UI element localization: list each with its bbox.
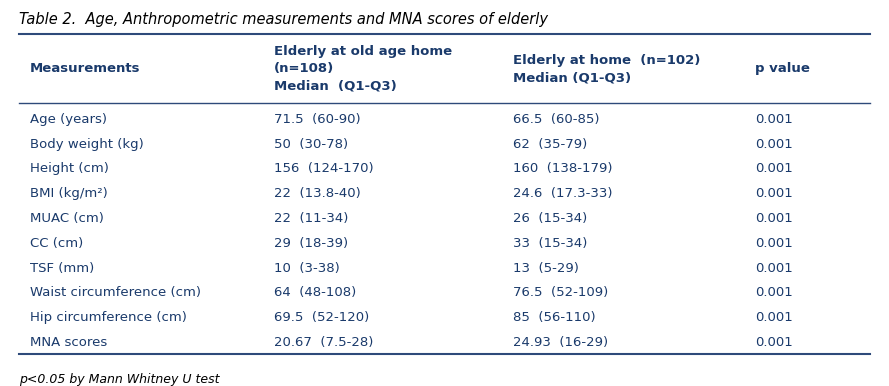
Text: Measurements: Measurements	[29, 62, 140, 75]
Text: 0.001: 0.001	[756, 286, 793, 299]
Text: Age (years): Age (years)	[29, 113, 107, 126]
Text: 22  (11-34): 22 (11-34)	[275, 212, 348, 225]
Text: 66.5  (60-85): 66.5 (60-85)	[513, 113, 599, 126]
Text: 10  (3-38): 10 (3-38)	[275, 262, 340, 274]
Text: 0.001: 0.001	[756, 262, 793, 274]
Text: 24.6  (17.3-33): 24.6 (17.3-33)	[513, 187, 612, 200]
Text: 62  (35-79): 62 (35-79)	[513, 138, 587, 151]
Text: 13  (5-29): 13 (5-29)	[513, 262, 579, 274]
Text: p<0.05 by Mann Whitney U test: p<0.05 by Mann Whitney U test	[19, 373, 220, 386]
Text: 71.5  (60-90): 71.5 (60-90)	[275, 113, 361, 126]
Text: Elderly at old age home
(n=108)
Median  (Q1-Q3): Elderly at old age home (n=108) Median (…	[275, 45, 453, 93]
Text: 22  (13.8-40): 22 (13.8-40)	[275, 187, 361, 200]
Text: 0.001: 0.001	[756, 187, 793, 200]
Text: p value: p value	[756, 62, 810, 75]
Text: Height (cm): Height (cm)	[29, 163, 108, 176]
Text: 20.67  (7.5-28): 20.67 (7.5-28)	[275, 336, 373, 349]
Text: 160  (138-179): 160 (138-179)	[513, 163, 612, 176]
Text: 50  (30-78): 50 (30-78)	[275, 138, 348, 151]
Text: 24.93  (16-29): 24.93 (16-29)	[513, 336, 608, 349]
Text: 64  (48-108): 64 (48-108)	[275, 286, 356, 299]
Text: 0.001: 0.001	[756, 163, 793, 176]
Text: TSF (mm): TSF (mm)	[29, 262, 94, 274]
Text: 156  (124-170): 156 (124-170)	[275, 163, 374, 176]
Text: CC (cm): CC (cm)	[29, 237, 83, 250]
Text: 69.5  (52-120): 69.5 (52-120)	[275, 311, 370, 324]
Text: Hip circumference (cm): Hip circumference (cm)	[29, 311, 187, 324]
Text: 76.5  (52-109): 76.5 (52-109)	[513, 286, 608, 299]
Text: 33  (15-34): 33 (15-34)	[513, 237, 587, 250]
Text: 26  (15-34): 26 (15-34)	[513, 212, 587, 225]
Text: 0.001: 0.001	[756, 336, 793, 349]
Text: Table 2.  Age, Anthropometric measurements and MNA scores of elderly: Table 2. Age, Anthropometric measurement…	[19, 12, 549, 27]
Text: Elderly at home  (n=102)
Median (Q1-Q3): Elderly at home (n=102) Median (Q1-Q3)	[513, 54, 700, 84]
Text: 85  (56-110): 85 (56-110)	[513, 311, 596, 324]
Text: 0.001: 0.001	[756, 311, 793, 324]
Text: BMI (kg/m²): BMI (kg/m²)	[29, 187, 108, 200]
Text: 0.001: 0.001	[756, 138, 793, 151]
Text: Body weight (kg): Body weight (kg)	[29, 138, 143, 151]
Text: 0.001: 0.001	[756, 237, 793, 250]
Text: 29  (18-39): 29 (18-39)	[275, 237, 348, 250]
Text: 0.001: 0.001	[756, 113, 793, 126]
Text: Waist circumference (cm): Waist circumference (cm)	[29, 286, 201, 299]
Text: MUAC (cm): MUAC (cm)	[29, 212, 104, 225]
Text: 0.001: 0.001	[756, 212, 793, 225]
Text: MNA scores: MNA scores	[29, 336, 107, 349]
